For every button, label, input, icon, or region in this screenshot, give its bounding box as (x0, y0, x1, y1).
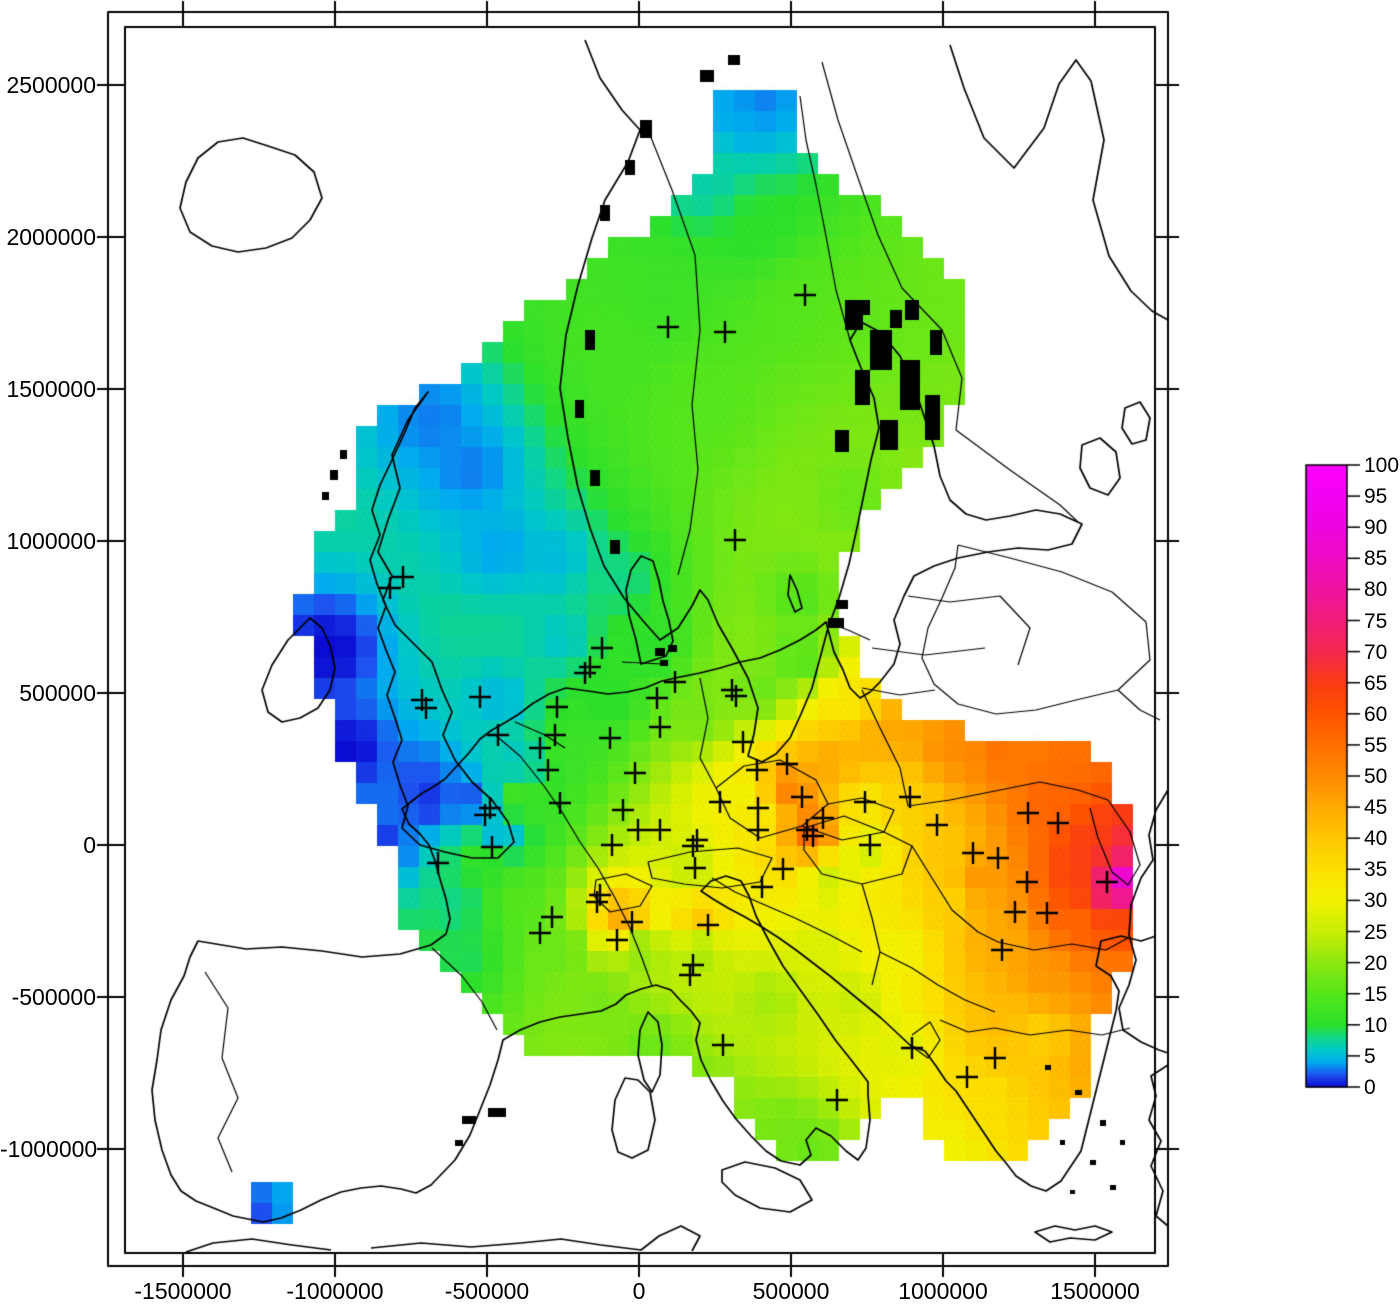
y-axis-tick-label: 0 (83, 832, 96, 858)
x-axis-tick-label: 1500000 (1050, 1278, 1140, 1304)
y-axis-tick-label: 2500000 (6, 72, 96, 98)
colorbar-tick-label: 0 (1364, 1076, 1376, 1099)
colorbar-tick-label: 65 (1364, 671, 1388, 695)
x-axis-tick-label: -1000000 (286, 1278, 384, 1304)
colorbar-tick-label: 30 (1364, 889, 1388, 913)
colorbar-tick-label: 70 (1364, 640, 1388, 664)
y-axis-tick-label: 1000000 (6, 528, 96, 554)
colorbar-tick-label: 20 (1364, 951, 1388, 975)
x-axis-tick-label: -500000 (444, 1278, 530, 1304)
y-axis-tick-label: -500000 (11, 984, 96, 1010)
colorbar-tick-label: 35 (1364, 858, 1388, 882)
y-axis-tick-label: 2000000 (6, 224, 96, 250)
colorbar-tick-label: 55 (1364, 733, 1388, 757)
colorbar-tick-label: 80 (1364, 578, 1388, 602)
colorbar-tick-label: 10 (1364, 1013, 1388, 1037)
colorbar-tick-label: 95 (1364, 485, 1388, 509)
colorbar-tick-label: 75 (1364, 609, 1388, 633)
y-axis-tick-label: 500000 (19, 680, 96, 706)
colorbar-tick-label: 45 (1364, 796, 1388, 820)
colorbar-tick-label: 60 (1364, 702, 1388, 726)
y-axis-tick-label: -1000000 (0, 1136, 98, 1162)
colorbar-tick-label: 90 (1364, 516, 1388, 540)
colorbar-tick-label: 50 (1364, 765, 1388, 788)
y-axis-tick-label: 1500000 (6, 376, 96, 402)
colorbar-tick-label: 15 (1364, 982, 1388, 1006)
x-axis-tick-label: 1000000 (898, 1278, 988, 1304)
colorbar-tick-label: 85 (1364, 547, 1388, 571)
colorbar-tick-label: 40 (1364, 827, 1388, 851)
x-axis-tick-label: 500000 (752, 1278, 830, 1304)
x-axis-tick-label: 0 (632, 1278, 646, 1304)
colorbar-tick-label: 5 (1364, 1044, 1376, 1068)
colorbar-tick-label: 25 (1364, 920, 1388, 944)
x-axis-tick-label: -1500000 (134, 1278, 232, 1304)
colorbar-tick-label: 100 (1364, 454, 1400, 477)
